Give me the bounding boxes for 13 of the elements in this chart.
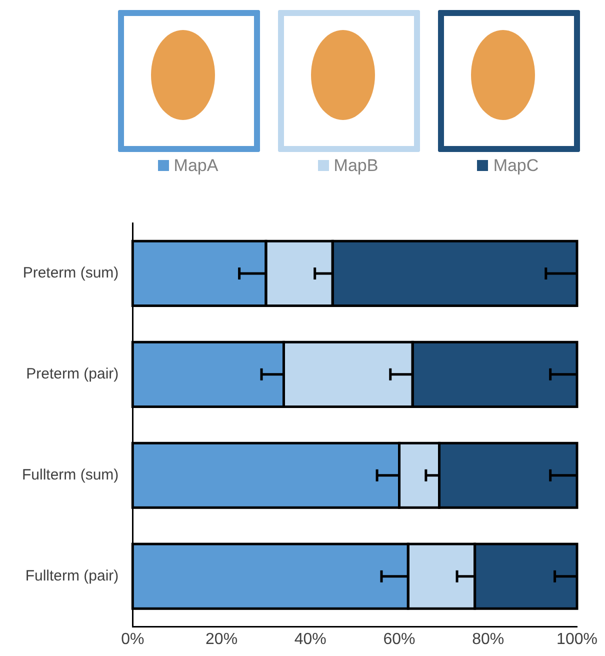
y-tick-label: Fullterm (sum) [22,466,119,484]
legend-label: MapA [174,156,218,175]
x-tick-label: 80% [472,630,504,648]
x-tick-label: 100% [556,630,598,648]
x-tick-label: 40% [294,630,326,648]
x-tick-label: 20% [206,630,238,648]
y-tick-label: Preterm (sum) [22,264,119,282]
x-tick-label: 0% [121,630,144,648]
y-tick-label: Preterm (pair) [26,366,119,383]
legend-label: MapB [334,156,378,175]
legend-label: MapC [493,156,539,175]
y-tick-label: Fullterm (pair) [25,567,119,584]
x-tick-label: 60% [383,630,416,648]
